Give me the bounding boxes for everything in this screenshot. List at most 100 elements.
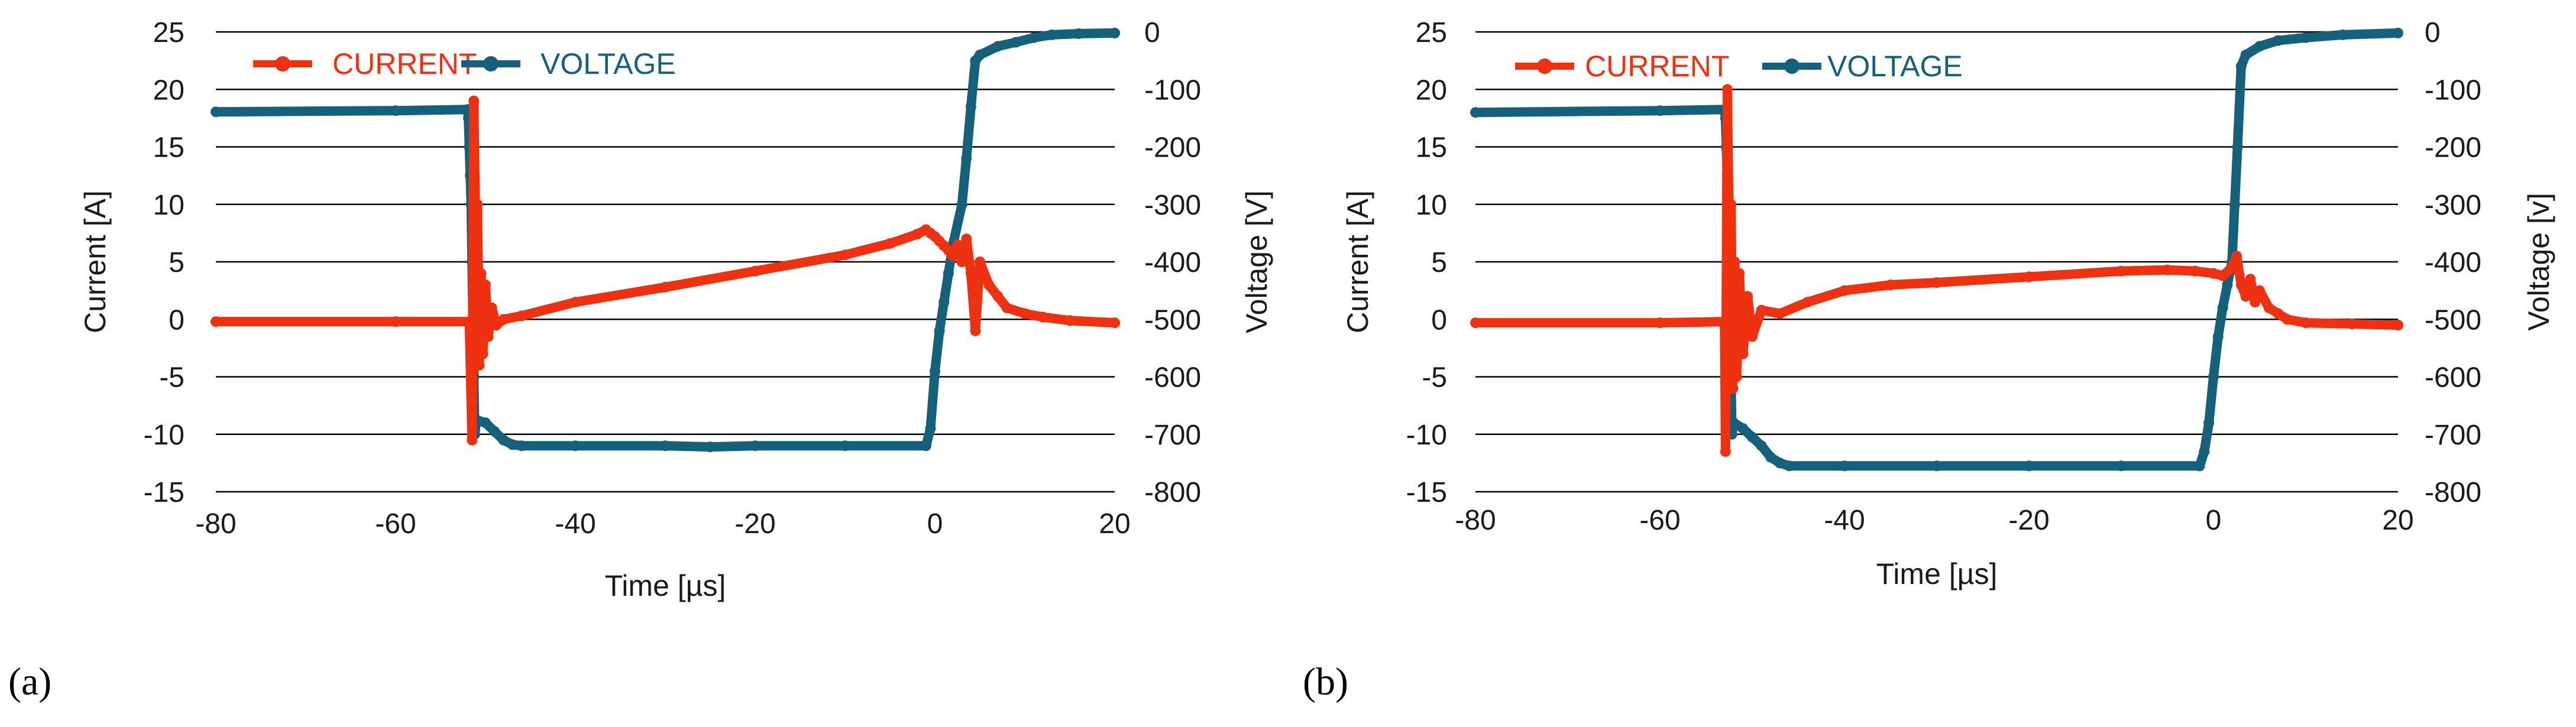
voltage-point	[939, 297, 950, 308]
y-tick-label: 15	[1416, 132, 1447, 164]
legend-marker-voltage	[1784, 59, 1800, 74]
legend: CURRENT VOLTAGE	[253, 47, 676, 80]
voltage-point	[943, 268, 954, 279]
panel-label: (b)	[1303, 660, 1348, 703]
y-tick-label: -15	[144, 477, 185, 508]
y-tick-label: 25	[153, 17, 185, 48]
current-point	[992, 291, 1004, 302]
current-point	[2189, 265, 2200, 277]
current-point	[474, 360, 485, 371]
current-point	[1734, 268, 1745, 279]
voltage-point	[2222, 279, 2233, 290]
voltage-point	[925, 423, 936, 434]
current-point	[1037, 311, 1048, 323]
y-tick-label: 15	[153, 132, 185, 164]
voltage-point	[1010, 37, 1021, 48]
x-tick-label: -60	[1639, 505, 1680, 536]
current-point	[483, 331, 494, 342]
y2-axis-label: Voltage [V]	[1240, 190, 1273, 333]
current-point	[1721, 84, 1733, 95]
y-tick-label: -15	[1406, 477, 1447, 508]
current-point	[1729, 257, 1740, 267]
voltage-point	[2199, 446, 2210, 457]
y-tick-label: -5	[159, 362, 185, 394]
y-tick-label: 20	[153, 74, 185, 106]
current-point	[1020, 308, 1030, 319]
y-axis-label: Current [A]	[1341, 190, 1374, 333]
y2-tick-label: -300	[2425, 190, 2481, 221]
current-point	[952, 239, 963, 250]
current-line	[1471, 85, 2403, 456]
y-tick-label: -5	[1422, 362, 1447, 394]
voltage-point	[1931, 460, 1942, 472]
y2-tick-label: -500	[1144, 304, 1201, 336]
y2-tick-label: -100	[2425, 74, 2481, 106]
x-tick-label: 0	[2206, 505, 2222, 536]
current-point	[1109, 317, 1120, 329]
current-point	[1064, 315, 1075, 326]
voltage-point	[934, 325, 945, 336]
series-current	[1470, 84, 2403, 457]
voltage-point	[920, 440, 931, 452]
current-point	[2217, 270, 2228, 281]
current-point	[475, 268, 487, 279]
current-point	[1747, 331, 1758, 342]
panel-label: (a)	[8, 660, 51, 703]
current-point	[975, 257, 985, 267]
voltage-point	[2229, 199, 2240, 210]
y2-tick-label: -300	[1144, 190, 1201, 221]
x-tick-label: 20	[2382, 505, 2413, 536]
current-point	[570, 297, 581, 308]
voltage-point	[1747, 431, 1758, 443]
current-point	[2393, 320, 2403, 330]
y-tick-label: 25	[1416, 17, 1447, 48]
x-tick-label: -20	[734, 508, 775, 540]
current-point	[970, 325, 981, 336]
y2-tick-label: -500	[2425, 304, 2481, 336]
current-point	[498, 314, 509, 325]
y-tick-label: 0	[1431, 304, 1447, 336]
voltage-point	[1765, 452, 1776, 463]
x-axis-label: Time [µs]	[1876, 557, 1998, 590]
current-point	[472, 199, 483, 210]
voltage-point	[2217, 302, 2228, 313]
y-tick-label: 5	[1431, 247, 1447, 278]
y2-tick-label: -100	[1144, 74, 1201, 106]
current-point	[464, 316, 475, 327]
current-line	[211, 96, 1119, 445]
current-point	[1737, 348, 1749, 359]
current-point	[2273, 308, 2284, 319]
current-point	[2235, 279, 2247, 290]
voltage-point	[965, 101, 976, 112]
voltage-point	[930, 365, 940, 377]
current-point	[1719, 316, 1730, 327]
legend-label-voltage: VOLTAGE	[541, 47, 676, 80]
voltage-point	[390, 105, 401, 116]
current-point	[1470, 317, 1481, 329]
voltage-point	[480, 417, 491, 429]
y-tick-label: -10	[1406, 420, 1447, 451]
voltage-point	[2212, 331, 2224, 342]
current-point	[2024, 271, 2034, 283]
x-tick-label: -20	[2008, 505, 2049, 536]
current-point	[480, 279, 491, 290]
voltage-point	[498, 434, 509, 446]
voltage-point	[1737, 423, 1749, 434]
voltage-point	[2393, 27, 2403, 38]
current-point	[2245, 274, 2256, 285]
series-current	[211, 95, 1120, 446]
voltage-point	[660, 440, 671, 452]
y-tick-label: -10	[144, 420, 185, 451]
current-point	[2231, 251, 2242, 262]
voltage-point	[1028, 32, 1040, 43]
series-voltage	[1470, 27, 2403, 472]
current-point	[965, 268, 976, 279]
current-point	[2240, 291, 2251, 302]
x-tick-label: 0	[927, 508, 943, 540]
voltage-point	[2232, 141, 2243, 152]
voltage-point	[2116, 460, 2127, 472]
y2-tick-label: -800	[2425, 477, 2481, 508]
current-point	[491, 320, 502, 330]
voltage-point	[961, 153, 972, 164]
current-point	[1655, 317, 1665, 329]
